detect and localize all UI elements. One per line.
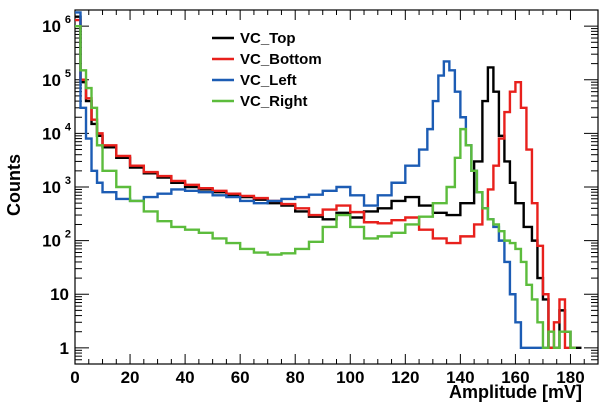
y-tick-exponent: 2 [65,229,71,241]
x-tick-label: 0 [70,368,79,387]
x-tick-label: 80 [286,368,305,387]
x-tick-label: 100 [336,368,364,387]
y-tick-label: 10 [42,124,61,143]
x-tick-label: 140 [446,368,474,387]
y-tick-label: 10 [42,178,61,197]
y-tick-exponent: 6 [65,14,71,26]
y-tick-label: 10 [42,232,61,251]
x-tick-label: 160 [501,368,529,387]
y-tick-label: 10 [42,17,61,36]
y-axis-title: Counts [4,154,24,216]
x-axis-title: Amplitude [mV] [449,382,582,402]
legend-label-vc-bottom: VC_Bottom [240,51,322,68]
y-tick-label: 10 [50,285,69,304]
x-tick-label: 120 [391,368,419,387]
y-tick-exponent: 4 [65,121,72,133]
legend-label-vc-left: VC_Left [240,72,297,89]
series-vc-top [75,15,582,350]
y-tick-exponent: 3 [65,175,71,187]
legend: VC_Top VC_Bottom VC_Left VC_Right [212,30,322,110]
x-tick-label: 40 [176,368,195,387]
series-layer [75,11,582,350]
legend-label-vc-top: VC_Top [240,30,296,47]
x-tick-label: 180 [556,368,584,387]
series-vc-right [75,24,576,350]
y-tick-label: 1 [60,339,69,358]
y-tick-exponent: 5 [65,68,71,80]
y-tick-label: 10 [42,71,61,90]
x-tick-label: 60 [231,368,250,387]
series-vc-bottom [75,18,576,350]
legend-label-vc-right: VC_Right [240,93,308,110]
x-tick-label: 20 [121,368,140,387]
